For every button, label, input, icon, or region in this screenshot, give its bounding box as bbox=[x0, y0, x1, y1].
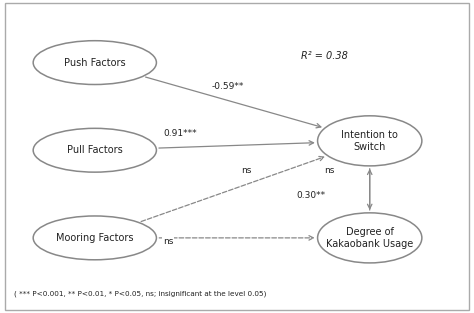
Text: 0.91***: 0.91*** bbox=[164, 129, 197, 137]
Text: R² = 0.38: R² = 0.38 bbox=[301, 51, 348, 61]
Text: ns: ns bbox=[163, 237, 173, 245]
Text: -0.59**: -0.59** bbox=[211, 82, 244, 90]
Text: ( *** P<0.001, ** P<0.01, * P<0.05, ns; insignificant at the level 0.05): ( *** P<0.001, ** P<0.01, * P<0.05, ns; … bbox=[14, 291, 266, 297]
Text: Pull Factors: Pull Factors bbox=[67, 145, 123, 155]
Text: Degree of
Kakaobank Usage: Degree of Kakaobank Usage bbox=[326, 227, 413, 249]
Text: ns: ns bbox=[324, 166, 335, 175]
Text: Mooring Factors: Mooring Factors bbox=[56, 233, 134, 243]
Text: Push Factors: Push Factors bbox=[64, 58, 126, 68]
Text: Intention to
Switch: Intention to Switch bbox=[341, 130, 398, 152]
Text: 0.30**: 0.30** bbox=[296, 191, 325, 200]
Text: ns: ns bbox=[241, 166, 252, 175]
